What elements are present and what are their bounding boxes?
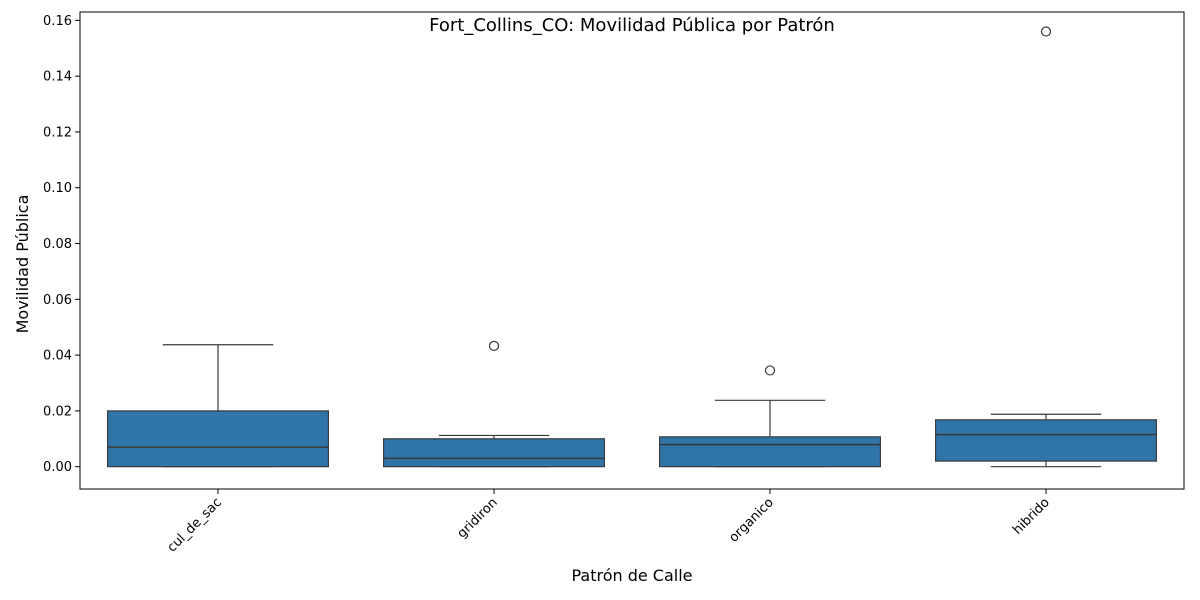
y-tick-label: 0.06 bbox=[43, 293, 72, 308]
y-tick-label: 0.10 bbox=[43, 181, 72, 196]
box-group-organico bbox=[658, 365, 881, 468]
outlier-point bbox=[764, 365, 776, 376]
y-tick-label: 0.16 bbox=[43, 14, 72, 29]
box-iqr bbox=[383, 438, 606, 468]
outlier-point bbox=[1040, 26, 1052, 37]
box-group-gridiron bbox=[383, 340, 606, 468]
plot-area bbox=[106, 26, 1157, 468]
y-tick-label: 0.12 bbox=[43, 125, 72, 140]
x-tick-label: organico bbox=[726, 495, 776, 545]
plot-frame bbox=[79, 11, 1185, 490]
y-axis-label: Movilidad Pública bbox=[13, 195, 32, 334]
box-iqr bbox=[934, 419, 1157, 462]
box-iqr bbox=[658, 436, 881, 468]
y-axis: 0.00 0.02 0.04 0.06 0.08 0.10 0.12 0.14 0.16 bbox=[43, 14, 80, 475]
y-tick-label: 0.00 bbox=[43, 460, 72, 475]
x-tick-label: hibrido bbox=[1010, 495, 1053, 538]
x-tick-label: cul_de_sac bbox=[165, 495, 225, 555]
y-tick-label: 0.14 bbox=[43, 70, 72, 85]
y-tick-label: 0.04 bbox=[43, 349, 72, 364]
chart-title: Fort_Collins_CO: Movilidad Pública por P… bbox=[429, 15, 835, 36]
y-tick-label: 0.02 bbox=[43, 404, 72, 419]
outlier-point bbox=[488, 340, 500, 351]
x-tick-label: gridiron bbox=[455, 495, 501, 541]
y-tick-label: 0.08 bbox=[43, 237, 72, 252]
box-group-hibrido bbox=[934, 26, 1157, 468]
x-axis-label: Patrón de Calle bbox=[571, 566, 692, 585]
box-iqr bbox=[106, 410, 330, 468]
box-group-cul_de_sac bbox=[106, 344, 330, 468]
x-axis: cul_de_sac gridiron organico hibrido bbox=[165, 489, 1053, 555]
